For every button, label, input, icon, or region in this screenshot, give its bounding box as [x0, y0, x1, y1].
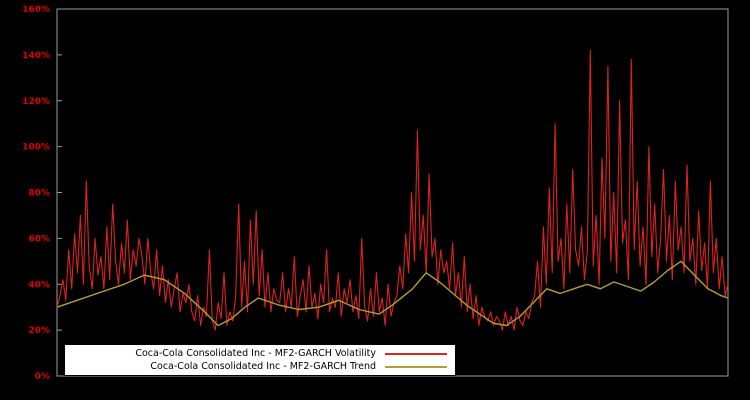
legend-label: Coca-Cola Consolidated Inc - MF2-GARCH V…	[135, 348, 376, 359]
legend-label: Coca-Cola Consolidated Inc - MF2-GARCH T…	[150, 361, 376, 372]
y-tick-label: 140%	[22, 51, 50, 61]
legend-item: Coca-Cola Consolidated Inc - MF2-GARCH V…	[69, 347, 447, 360]
trend-series-line	[56, 260, 729, 327]
y-tick-label: 160%	[22, 5, 50, 15]
legend-line-sample	[385, 365, 447, 368]
y-tick-label: 0%	[35, 372, 50, 382]
y-tick-label: 40%	[28, 280, 50, 290]
y-tick-label: 80%	[28, 189, 50, 199]
y-tick-label: 120%	[22, 97, 50, 107]
legend: Coca-Cola Consolidated Inc - MF2-GARCH V…	[64, 344, 456, 376]
y-tick-label: 100%	[22, 143, 50, 153]
y-tick-label: 20%	[28, 326, 50, 336]
volatility-series-line	[56, 49, 729, 331]
y-tick-label: 60%	[28, 234, 50, 244]
legend-line-sample	[385, 352, 447, 355]
legend-item: Coca-Cola Consolidated Inc - MF2-GARCH T…	[69, 360, 447, 373]
